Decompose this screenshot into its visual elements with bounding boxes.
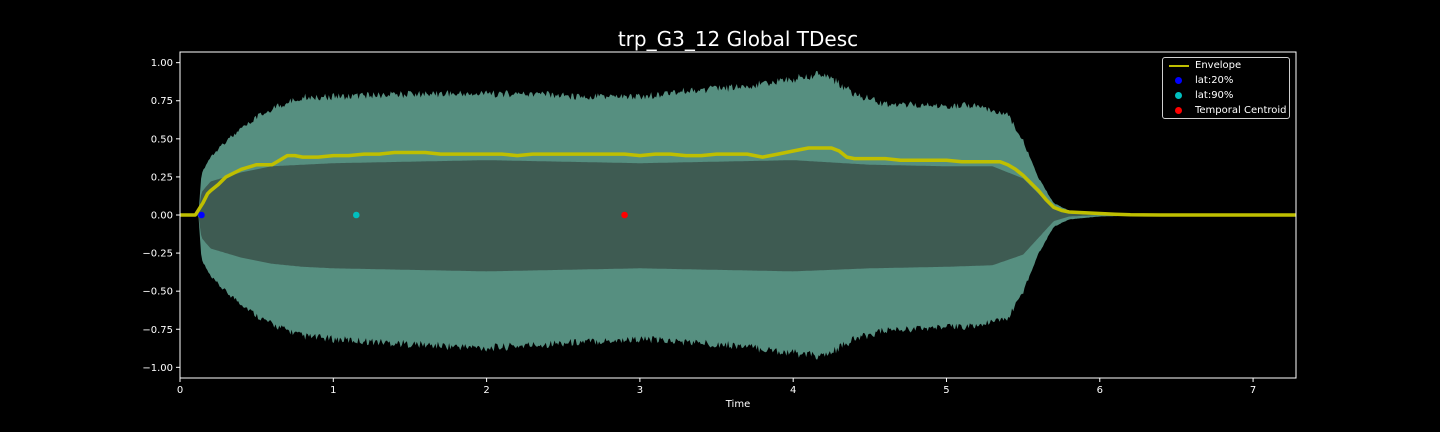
- x-tick-label: 2: [483, 385, 489, 396]
- y-tick-label: −0.75: [142, 325, 173, 336]
- legend-item-temporal-centroid: Temporal Centroid: [1163, 104, 1289, 118]
- legend-item-lat20: lat:20%: [1163, 74, 1289, 88]
- legend-dot-swatch: [1175, 107, 1182, 114]
- y-tick-label: −0.25: [142, 249, 173, 260]
- chart-legend: Envelope lat:20% lat:90% Temporal Centro…: [1162, 57, 1290, 119]
- y-tick-label: 0.00: [151, 211, 173, 222]
- y-tick-label: 0.75: [151, 96, 173, 107]
- x-tick-label: 5: [943, 385, 949, 396]
- scatter-point-lat-20: [198, 211, 205, 219]
- x-tick-label: 1: [330, 385, 336, 396]
- y-tick-label: 1.00: [151, 58, 173, 69]
- legend-item-envelope: Envelope: [1163, 59, 1289, 73]
- y-tick-label: 0.50: [151, 134, 173, 145]
- y-tick-label: −1.00: [142, 363, 173, 374]
- series-line-envelope: [180, 146, 1296, 217]
- legend-dot-swatch: [1175, 92, 1182, 99]
- legend-label-lat90: lat:90%: [1195, 90, 1234, 101]
- x-tick-label: 4: [790, 385, 796, 396]
- legend-label-envelope: Envelope: [1195, 60, 1242, 71]
- y-tick-label: −0.50: [142, 287, 173, 298]
- legend-label-lat20: lat:20%: [1195, 75, 1234, 86]
- legend-dot-swatch: [1175, 77, 1182, 84]
- x-tick-label: 7: [1250, 385, 1256, 396]
- chart-title: trp_G3_12 Global TDesc: [618, 27, 858, 51]
- x-tick-label: 3: [637, 385, 643, 396]
- scatter-point-temporal-centroid: [621, 211, 628, 219]
- y-tick-label: 0.25: [151, 172, 173, 183]
- legend-item-lat90: lat:90%: [1163, 89, 1289, 103]
- x-axis-label: Time: [725, 399, 750, 410]
- legend-line-swatch: [1169, 65, 1189, 67]
- x-tick-label: 0: [177, 385, 183, 396]
- scatter-point-lat-90: [352, 211, 360, 219]
- legend-label-temporal-centroid: Temporal Centroid: [1195, 105, 1287, 116]
- x-tick-label: 6: [1097, 385, 1103, 396]
- waveform-core-band: [180, 160, 1296, 272]
